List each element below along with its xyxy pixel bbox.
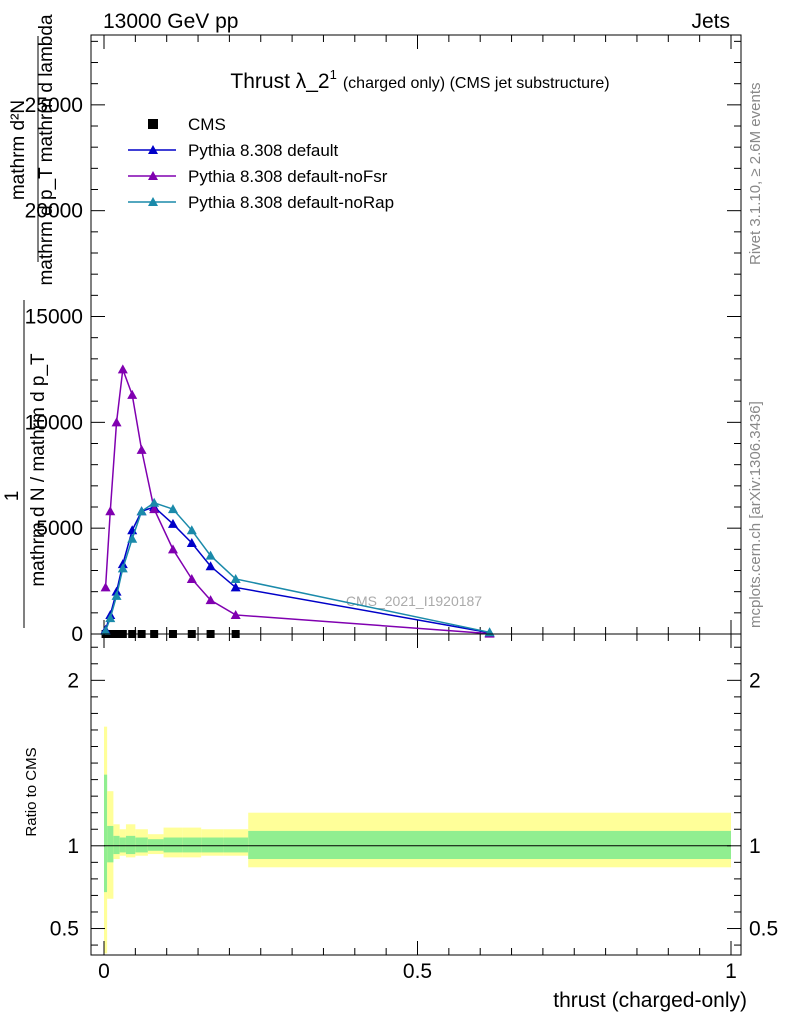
ratio-inner-band (104, 774, 108, 893)
ylabel-prefactor-denominator: mathrm d N / mathrm d p_T (28, 353, 49, 587)
series-marker-3 (136, 506, 147, 516)
ratio-panel: 0.5 0.51 12 2 0 0.5 1 Ratio to CMS thrust (ch… (23, 633, 778, 1012)
series-marker-1 (230, 582, 241, 592)
series-marker-2 (136, 444, 147, 454)
ratio-inner-band (248, 830, 731, 860)
ratio-inner-band (182, 837, 202, 853)
main-series (100, 364, 495, 638)
series-line-3 (104, 501, 490, 634)
legend-marker (148, 197, 158, 206)
series-marker-3 (127, 533, 138, 543)
rivet-version-text: Rivet 3.1.10, ≥ 2.6M events (747, 83, 764, 266)
series-marker-2 (167, 544, 178, 554)
ratio-inner-band (135, 837, 148, 853)
legend: CMS Pythia 8.308 default Pythia 8.308 defa… (128, 115, 394, 212)
series-marker-3 (205, 550, 216, 560)
series-marker-3 (186, 525, 197, 535)
series-marker-1 (186, 537, 197, 547)
series-marker-3 (111, 590, 122, 600)
ratio-inner-band (107, 825, 114, 863)
series-marker-2 (149, 504, 160, 514)
x-axis-label: thrust (charged-only) (553, 989, 747, 1012)
ratio-inner-band (223, 837, 249, 853)
ratio-inner-band (163, 837, 183, 853)
series-marker-3 (149, 497, 160, 507)
x-tick-label: 0 (98, 960, 110, 983)
ratio-y-tick-label: 2 (67, 669, 79, 692)
series-line-1 (104, 506, 490, 634)
ratio-y-tick-label: 0.5 (50, 918, 79, 941)
watermark-label: CMS_2021_I1920187 (346, 593, 482, 609)
series-marker-1 (167, 518, 178, 528)
main-y-ticks: 0 5000 10000 15000 20000 25000 (25, 40, 741, 646)
ratio-x-ticks: 0 0.5 1 (98, 634, 737, 983)
series-marker-2 (127, 389, 138, 399)
ratio-bands (104, 726, 731, 954)
series-marker-2 (186, 573, 197, 583)
x-tick-label: 1 (725, 960, 737, 983)
series-marker-3 (167, 504, 178, 514)
mcplots-text: mcplots.cern.ch [arXiv:1306.3436] (747, 401, 764, 628)
ylabel-numerator: mathrm d²N (8, 100, 29, 200)
ratio-inner-band (125, 835, 136, 855)
ratio-y-tick-label: 1 (67, 835, 79, 858)
chart-title-suffix: (charged only) (CMS jet substructure) (343, 75, 610, 92)
series-marker-2 (105, 506, 116, 516)
ratio-inner-band (113, 835, 120, 855)
ratio-y-tick-label-right: 0.5 (749, 918, 778, 941)
chart-title-superscript: 1 (330, 67, 337, 82)
ratio-y-ticks: 0.5 0.5 1 1 2 2 (50, 646, 778, 946)
x-tick-label: 0.5 (403, 960, 432, 983)
chart-title: Thrust λ_21 (charged only) (CMS jet subst… (230, 67, 609, 93)
series-marker-2 (100, 582, 111, 592)
ratio-inner-band (201, 837, 224, 853)
legend-marker-cms (148, 119, 158, 129)
ratio-inner-band (147, 839, 164, 851)
ylabel-prefactor-numerator: 1 (2, 491, 23, 502)
series-marker-3 (100, 625, 111, 635)
main-y-tick-label: 5000 (36, 517, 83, 540)
main-y-tick-label: 15000 (25, 306, 83, 329)
ratio-y-tick-label-right: 2 (749, 669, 761, 692)
header-left: 13000 GeV pp (103, 10, 238, 33)
series-marker-2 (230, 609, 241, 619)
legend-marker (148, 171, 158, 180)
series-marker-3 (230, 573, 241, 583)
chart-title-main: Thrust λ_2 (230, 70, 329, 93)
ratio-y-axis-label: Ratio to CMS (23, 747, 40, 836)
series-marker-2 (111, 417, 122, 427)
legend-label: CMS (188, 115, 226, 134)
series-marker-2 (117, 364, 128, 374)
main-y-tick-label: 0 (71, 623, 83, 646)
ylabel-denominator: mathrm d p_T mathrm d lambda (36, 14, 57, 285)
ratio-frame (90, 633, 742, 956)
legend-marker (148, 145, 158, 154)
main-y-tick-label: 10000 (25, 411, 83, 434)
header-right: Jets (691, 10, 730, 33)
ratio-inner-band (119, 837, 126, 853)
series-marker-2 (205, 595, 216, 605)
main-y-axis-label: mathrm d²N mathrm d p_T mathrm d lambda … (2, 14, 57, 628)
legend-label: Pythia 8.308 default-noRap (188, 193, 394, 212)
series-marker-1 (205, 561, 216, 571)
legend-label: Pythia 8.308 default (188, 141, 339, 160)
ratio-y-tick-label-right: 1 (749, 835, 761, 858)
series-marker-3 (105, 613, 116, 623)
legend-label: Pythia 8.308 default-noFsr (188, 167, 388, 186)
series-marker-3 (117, 563, 128, 573)
main-y-tick-label: 20000 (25, 200, 83, 223)
main-y-tick-label: 25000 (25, 94, 83, 117)
series-line-2 (104, 369, 490, 635)
main-panel: 0 5000 10000 15000 20000 25000 CMS_2021_I1920… (25, 34, 742, 646)
